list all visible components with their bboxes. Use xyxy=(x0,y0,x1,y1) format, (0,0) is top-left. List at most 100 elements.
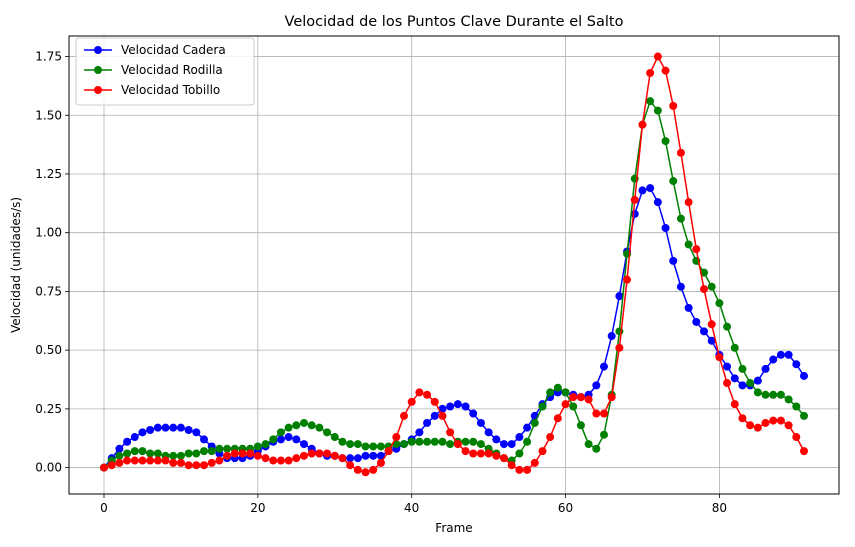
data-point xyxy=(715,299,724,308)
data-point xyxy=(200,435,208,444)
data-point xyxy=(469,449,478,458)
data-point xyxy=(446,428,455,437)
data-point xyxy=(800,447,808,456)
data-point xyxy=(284,423,293,432)
data-point xyxy=(723,362,732,371)
data-point xyxy=(192,461,201,470)
x-tick-label: 20 xyxy=(250,501,265,515)
data-point xyxy=(800,411,808,420)
data-point xyxy=(246,449,255,458)
data-point xyxy=(723,379,732,388)
data-point xyxy=(569,402,578,411)
data-point xyxy=(130,433,139,442)
data-point xyxy=(784,395,793,404)
data-point xyxy=(753,423,762,432)
data-point xyxy=(146,456,155,465)
data-point xyxy=(700,327,708,336)
data-point xyxy=(684,240,693,249)
data-point xyxy=(592,444,601,453)
data-point xyxy=(200,461,208,470)
legend-label: Velocidad Cadera xyxy=(121,43,226,57)
data-point xyxy=(415,388,424,397)
data-point xyxy=(261,440,270,449)
data-point xyxy=(600,430,608,439)
data-point xyxy=(776,416,785,425)
legend-label: Velocidad Rodilla xyxy=(121,63,223,77)
data-point xyxy=(569,393,578,402)
data-point xyxy=(615,343,624,352)
legend: Velocidad Cadera Velocidad Rodilla Velocid… xyxy=(75,37,255,106)
data-point xyxy=(484,449,493,458)
data-point xyxy=(446,402,455,411)
data-point xyxy=(407,437,416,446)
legend-marker xyxy=(94,86,102,94)
y-tick-label: 0.75 xyxy=(35,284,62,298)
data-point xyxy=(346,440,355,449)
data-point xyxy=(315,423,324,432)
data-point xyxy=(146,425,155,434)
data-point xyxy=(300,440,308,449)
data-point xyxy=(415,437,424,446)
data-point xyxy=(292,421,301,430)
data-point xyxy=(315,449,324,458)
data-point xyxy=(115,444,124,453)
data-point xyxy=(530,418,539,427)
data-point xyxy=(769,355,778,364)
data-point xyxy=(423,390,432,399)
data-point xyxy=(692,245,701,254)
data-point xyxy=(215,456,224,465)
data-point xyxy=(684,303,693,312)
data-point xyxy=(576,393,585,402)
y-tick-label: 0.00 xyxy=(35,461,62,475)
data-point xyxy=(207,458,216,467)
data-point xyxy=(730,374,739,383)
x-tick-label: 40 xyxy=(404,501,419,515)
data-point xyxy=(523,465,532,474)
legend-marker xyxy=(94,66,102,74)
data-point xyxy=(638,120,647,129)
data-point xyxy=(492,435,501,444)
legend-item: Velocidad Rodilla xyxy=(84,63,223,77)
data-point xyxy=(792,433,801,442)
data-point xyxy=(738,381,747,390)
legend-box xyxy=(75,37,255,106)
data-point xyxy=(453,440,462,449)
data-point xyxy=(746,379,755,388)
data-point xyxy=(323,428,332,437)
data-point xyxy=(723,322,732,331)
data-point xyxy=(746,421,755,430)
legend-label: Velocidad Tobillo xyxy=(121,83,220,97)
data-point xyxy=(676,214,685,223)
data-point xyxy=(361,442,370,451)
data-point xyxy=(415,428,424,437)
data-point xyxy=(169,458,178,467)
data-point xyxy=(176,451,185,460)
data-point xyxy=(423,437,432,446)
data-point xyxy=(707,320,716,329)
data-point xyxy=(676,282,685,291)
data-point xyxy=(700,285,708,294)
data-point xyxy=(800,371,808,380)
data-point xyxy=(438,437,447,446)
data-point xyxy=(476,449,485,458)
data-point xyxy=(361,468,370,477)
data-point xyxy=(346,454,355,463)
data-point xyxy=(553,383,562,392)
data-point xyxy=(184,425,193,434)
data-point xyxy=(430,437,439,446)
data-point xyxy=(192,449,201,458)
data-point xyxy=(476,440,485,449)
data-point xyxy=(115,458,124,467)
data-point xyxy=(530,458,539,467)
data-point xyxy=(269,435,278,444)
data-point xyxy=(223,444,232,453)
data-point xyxy=(753,388,762,397)
data-point xyxy=(661,224,670,233)
data-point xyxy=(369,451,378,460)
y-tick-label: 1.25 xyxy=(35,167,62,181)
data-point xyxy=(623,275,632,284)
data-point xyxy=(669,101,678,110)
data-point xyxy=(461,447,470,456)
data-point xyxy=(584,440,593,449)
x-tick-label: 80 xyxy=(712,501,727,515)
